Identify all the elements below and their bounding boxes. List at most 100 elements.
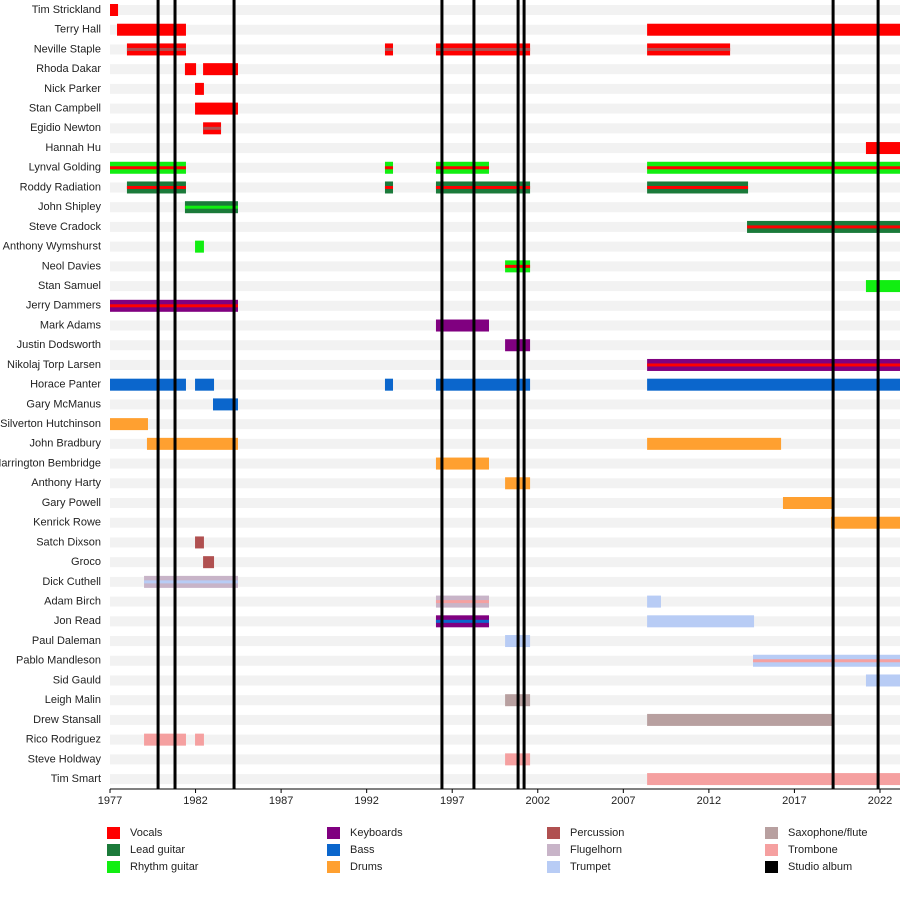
row-band [110, 281, 900, 292]
member-name: Terry Hall [55, 24, 101, 36]
member-name: Anthony Wymshurst [3, 241, 101, 253]
legend-swatch [765, 844, 778, 856]
member-name: Tim Smart [51, 773, 101, 785]
member-name: Leigh Malin [45, 694, 101, 706]
row-band [110, 162, 900, 173]
row-band [110, 438, 900, 449]
member-bar [865, 674, 900, 687]
legend-swatch [327, 844, 340, 856]
member-name: Egidio Newton [30, 122, 101, 134]
member-bar [110, 378, 186, 391]
member-bar [647, 713, 834, 726]
legend-label: Trumpet [570, 861, 611, 873]
legend-swatch [547, 827, 560, 839]
member-name: Drew Stansall [33, 714, 101, 726]
member-name: Hannah Hu [45, 142, 101, 154]
x-tick-label: 2022 [868, 795, 892, 807]
legend-label: Drums [350, 861, 383, 873]
member-bar [865, 280, 900, 293]
member-bar [647, 23, 900, 36]
member-name: Kenrick Rowe [33, 517, 101, 529]
member-bar [195, 378, 215, 391]
legend-swatch [327, 861, 340, 873]
member-name: Sid Gauld [53, 674, 101, 686]
role-stripe [144, 580, 238, 584]
x-tick-label: 1982 [183, 795, 207, 807]
row-band [110, 320, 900, 331]
legend-label: Saxophone/flute [788, 827, 868, 839]
member-bar [195, 733, 204, 746]
row-band [110, 675, 900, 686]
legend-swatch [327, 827, 340, 839]
row-band [110, 695, 900, 706]
row-band [110, 734, 900, 745]
row-band [110, 83, 900, 94]
member-bar [782, 497, 834, 509]
member-bar [435, 319, 490, 332]
member-bar [195, 240, 204, 253]
row-band [110, 537, 900, 548]
member-bar [647, 615, 755, 628]
role-stripe [384, 185, 394, 189]
legend-label: Studio album [788, 861, 852, 873]
x-tick-label: 2007 [611, 795, 635, 807]
row-band [110, 596, 900, 607]
member-name: Stan Samuel [38, 280, 101, 292]
role-stripe [647, 47, 731, 51]
role-stripe [435, 600, 490, 604]
row-band [110, 655, 900, 666]
legend-label: Vocals [130, 827, 163, 839]
member-bar [213, 398, 238, 411]
member-bar [435, 378, 531, 391]
role-stripe [126, 47, 186, 51]
role-stripe [647, 363, 900, 367]
member-bar [435, 457, 490, 470]
member-name: Jerry Dammers [26, 300, 102, 312]
member-name: Adam Birch [44, 596, 101, 608]
legend-swatch [765, 827, 778, 839]
row-band [110, 143, 900, 154]
member-bar [195, 102, 238, 115]
member-name: Horace Panter [30, 379, 101, 391]
x-tick-label: 2012 [697, 795, 721, 807]
row-band [110, 5, 900, 15]
row-band [110, 557, 900, 568]
role-stripe [435, 47, 531, 51]
member-name: Neol Davies [42, 260, 102, 272]
member-bar [647, 595, 661, 608]
legend-swatch [765, 861, 778, 873]
role-stripe [647, 166, 900, 170]
role-stripe [184, 205, 238, 209]
row-band [110, 340, 900, 351]
member-name: Nikolaj Torp Larsen [7, 359, 101, 371]
x-tick-label: 1997 [440, 795, 464, 807]
member-bar [195, 536, 204, 549]
member-name: Neville Staple [34, 43, 101, 55]
row-band [110, 300, 900, 311]
row-band [110, 774, 900, 785]
x-tick-label: 2017 [782, 795, 806, 807]
row-band [110, 202, 900, 213]
row-band [110, 64, 900, 75]
row-band [110, 636, 900, 647]
legend-label: Lead guitar [130, 844, 185, 856]
member-name: Rhoda Dakar [36, 63, 101, 75]
legend-label: Percussion [570, 827, 624, 839]
row-band [110, 498, 900, 508]
role-stripe [435, 619, 490, 623]
member-name: Rico Rodriguez [26, 734, 101, 746]
member-name: Steve Holdway [28, 753, 102, 765]
member-name: Jon Read [54, 615, 101, 627]
member-name: John Shipley [38, 201, 101, 213]
row-band [110, 517, 900, 528]
legend-swatch [107, 844, 120, 856]
member-name: Dick Cuthell [42, 576, 101, 588]
member-bar [146, 437, 238, 450]
role-stripe [435, 185, 531, 189]
member-name: Tim Strickland [32, 4, 101, 16]
member-bar [110, 4, 119, 16]
role-stripe [203, 126, 222, 130]
x-tick-label: 1977 [98, 795, 122, 807]
row-band [110, 24, 900, 35]
